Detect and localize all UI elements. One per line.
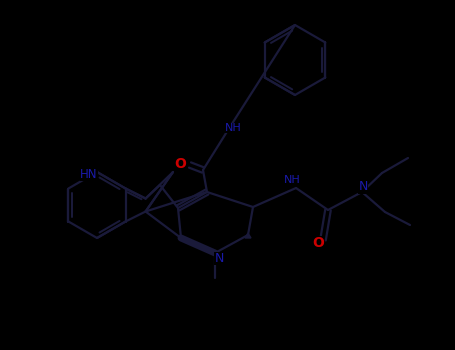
Text: HN: HN: [80, 168, 98, 181]
Text: NH: NH: [283, 175, 300, 185]
Text: N: N: [359, 181, 368, 194]
Text: O: O: [174, 157, 186, 171]
Text: N: N: [214, 252, 224, 265]
Text: O: O: [312, 236, 324, 250]
Text: NH: NH: [225, 123, 241, 133]
Polygon shape: [245, 233, 251, 238]
